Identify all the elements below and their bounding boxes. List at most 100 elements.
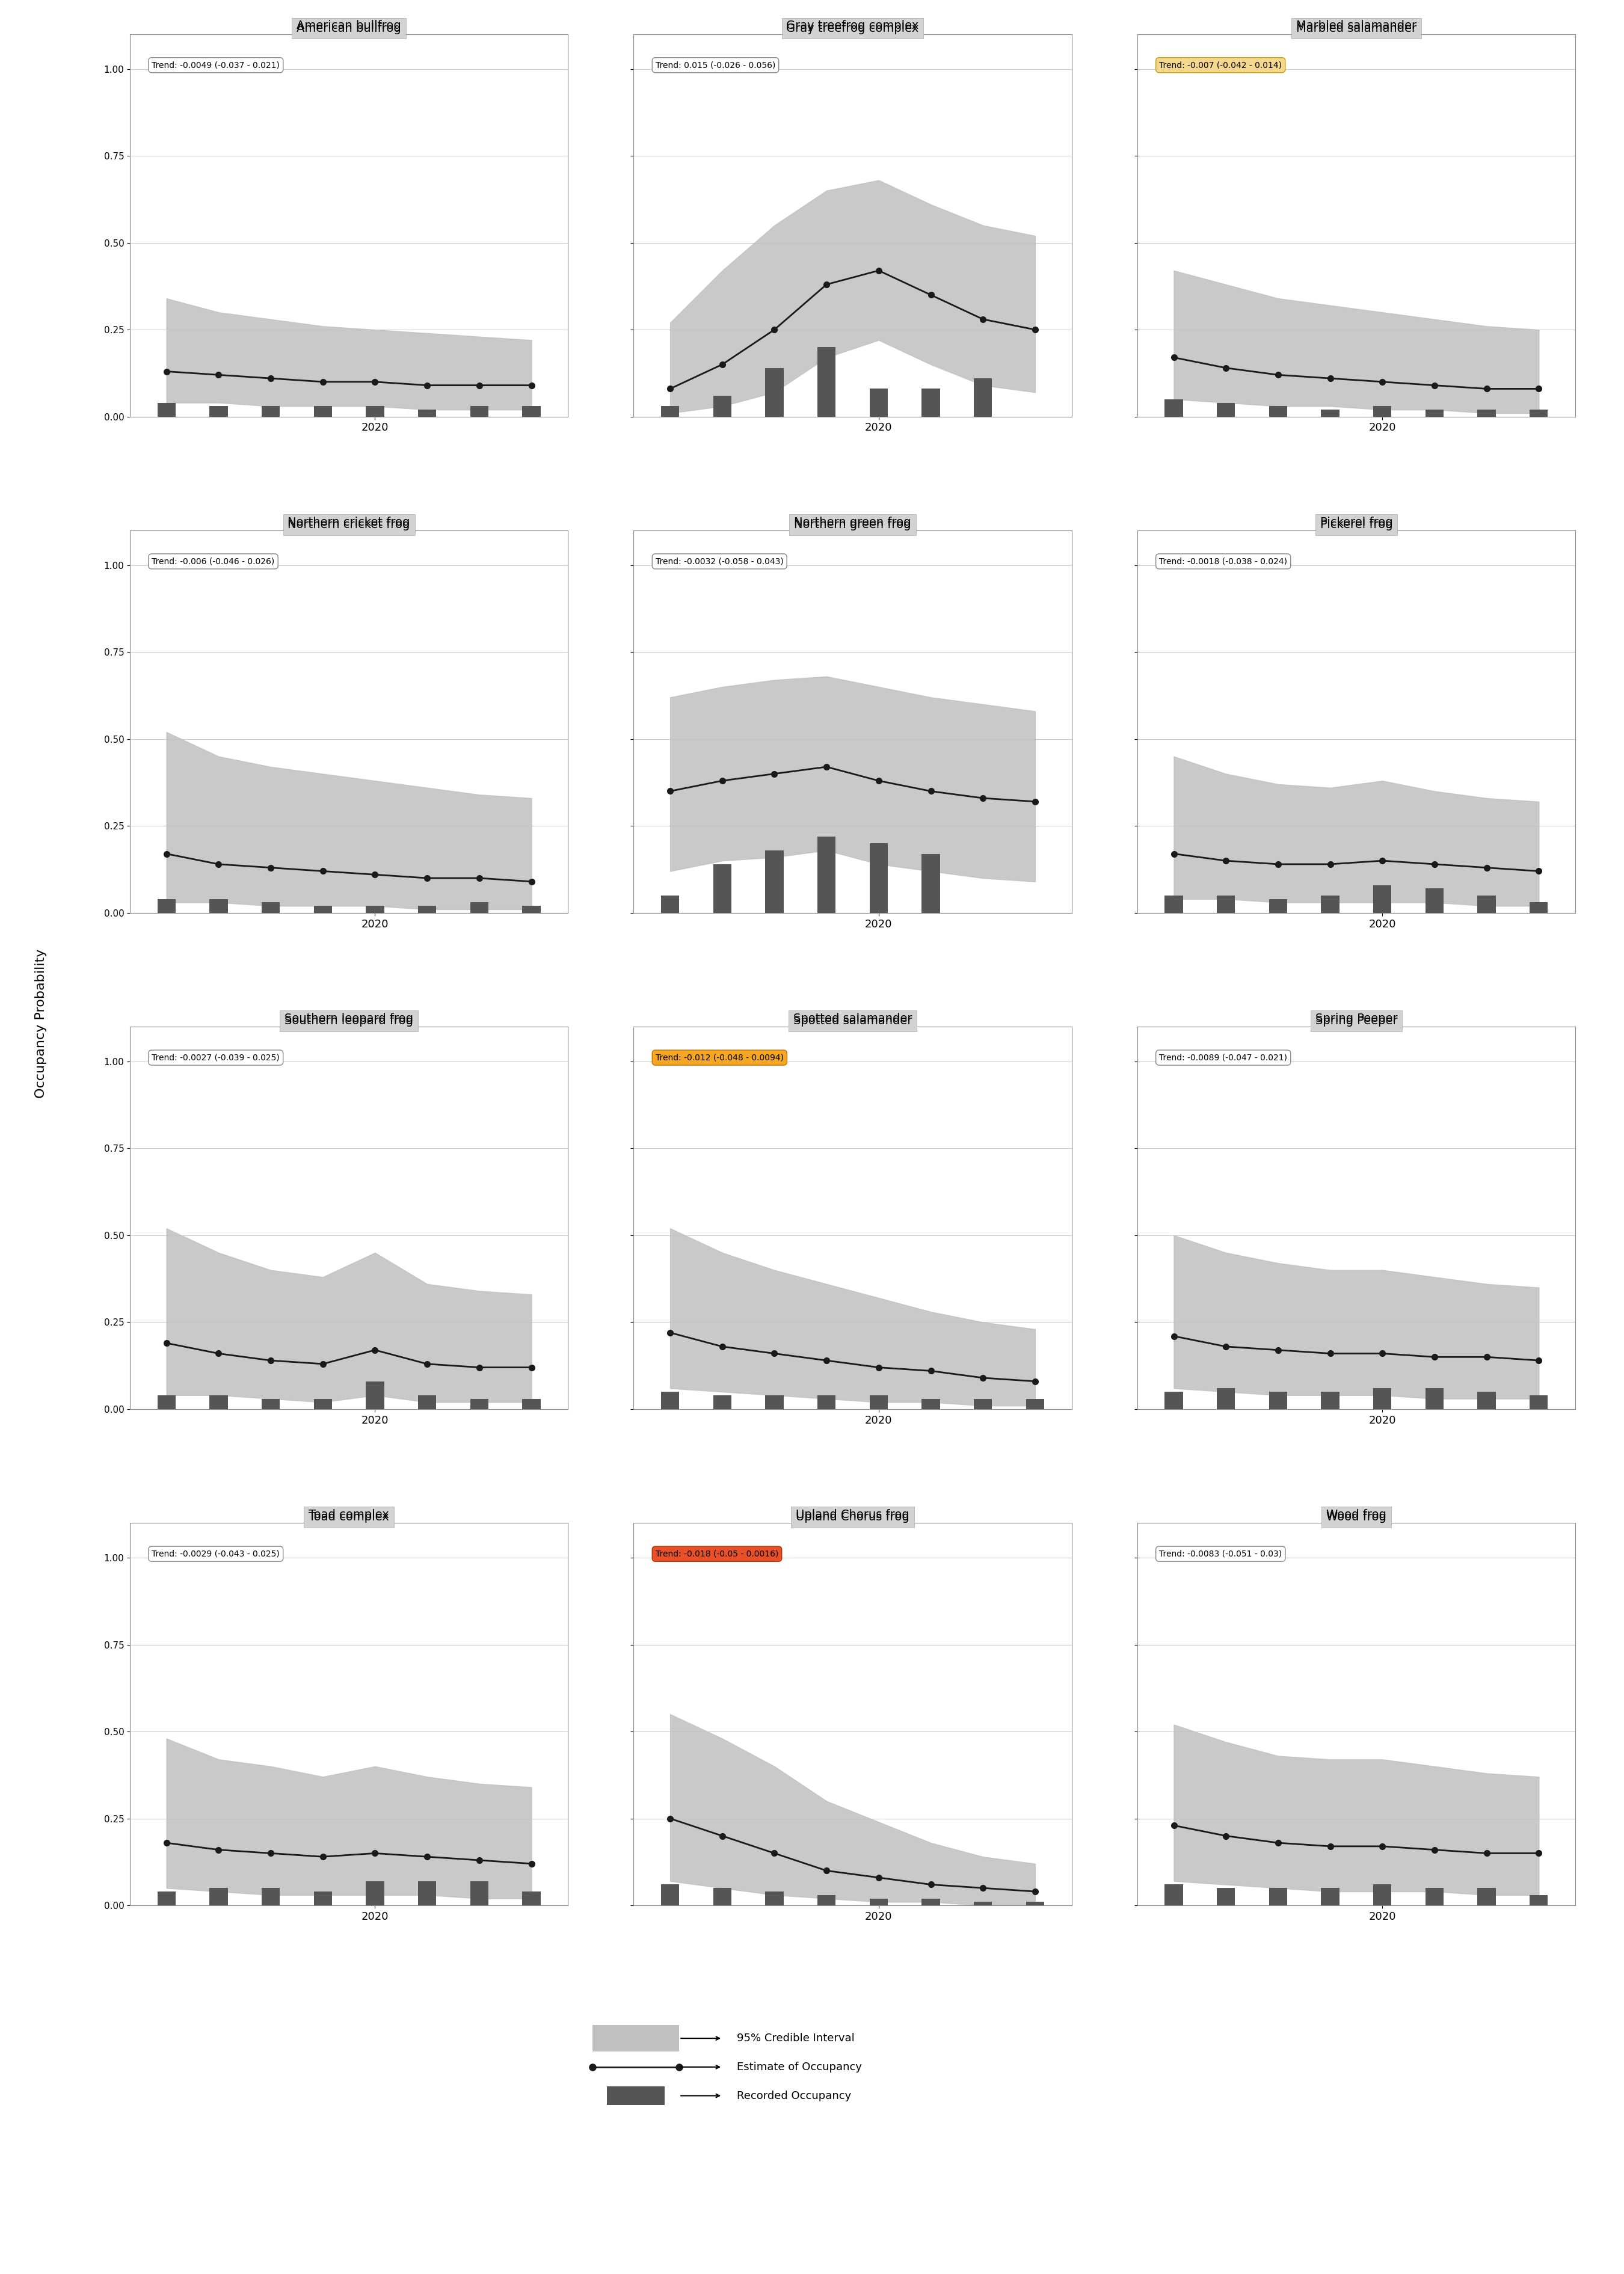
Bar	[765, 1892, 783, 1906]
Text: Marbled salamander: Marbled salamander	[1296, 23, 1416, 34]
Title: Upland Chorus frog: Upland Chorus frog	[796, 1510, 909, 1521]
Text: Trend: -0.007 (-0.042 - 0.014): Trend: -0.007 (-0.042 - 0.014)	[1160, 61, 1281, 68]
Bar	[1320, 1392, 1340, 1410]
Text: Upland Chorus frog: Upland Chorus frog	[796, 1512, 909, 1524]
Bar	[313, 905, 331, 912]
Bar	[1426, 409, 1444, 416]
Bar	[158, 898, 175, 912]
Bar	[417, 905, 437, 912]
Text: Northern green frog: Northern green frog	[794, 518, 911, 530]
Text: Trend: 0.015 (-0.026 - 0.056): Trend: 0.015 (-0.026 - 0.056)	[656, 61, 775, 68]
Bar	[1268, 1887, 1288, 1906]
Bar	[523, 905, 541, 912]
Text: Northern cricket frog: Northern cricket frog	[287, 518, 411, 530]
Bar	[817, 1396, 836, 1410]
Bar	[313, 1399, 331, 1410]
Bar	[417, 409, 437, 416]
Bar	[209, 1396, 227, 1410]
Bar	[974, 1901, 992, 1906]
Bar	[713, 396, 731, 416]
Bar	[869, 1899, 888, 1906]
Bar	[261, 1887, 279, 1906]
Text: Toad complex: Toad complex	[309, 1512, 390, 1524]
Bar	[922, 389, 940, 416]
Bar	[365, 407, 385, 416]
Bar	[869, 389, 888, 416]
Text: Spring Peeper: Spring Peeper	[1315, 1014, 1397, 1026]
Title: Spring Peeper: Spring Peeper	[1315, 1012, 1397, 1023]
Text: Estimate of Occupancy: Estimate of Occupancy	[737, 2063, 862, 2072]
Title: Northern green frog: Northern green frog	[794, 516, 911, 528]
Text: Trend: -0.0083 (-0.051 - 0.03): Trend: -0.0083 (-0.051 - 0.03)	[1160, 1549, 1281, 1558]
Bar	[1268, 898, 1288, 912]
Bar	[1426, 889, 1444, 912]
FancyBboxPatch shape	[593, 2024, 679, 2051]
Bar	[209, 1887, 227, 1906]
Text: Occupancy Probability: Occupancy Probability	[34, 948, 47, 1098]
Bar	[469, 1881, 489, 1906]
Bar	[974, 1399, 992, 1410]
Bar	[1164, 1392, 1182, 1410]
Text: Trend: -0.0027 (-0.039 - 0.025): Trend: -0.0027 (-0.039 - 0.025)	[151, 1053, 279, 1062]
Bar	[158, 402, 175, 416]
Bar	[869, 844, 888, 912]
Bar	[1530, 1396, 1548, 1410]
Bar	[1320, 1887, 1340, 1906]
Bar	[417, 1881, 437, 1906]
Bar	[765, 850, 783, 912]
Bar	[469, 1399, 489, 1410]
Title: Pickerel frog: Pickerel frog	[1320, 516, 1392, 528]
Bar	[523, 407, 541, 416]
Bar	[158, 1396, 175, 1410]
Bar	[817, 348, 836, 416]
Bar	[1216, 1387, 1236, 1410]
Bar	[261, 1399, 279, 1410]
Bar	[765, 1396, 783, 1410]
FancyBboxPatch shape	[607, 2085, 664, 2106]
Bar	[713, 1396, 731, 1410]
Bar	[1478, 409, 1496, 416]
Bar	[365, 1881, 385, 1906]
Bar	[765, 368, 783, 416]
Text: Trend: -0.0029 (-0.043 - 0.025): Trend: -0.0029 (-0.043 - 0.025)	[151, 1549, 279, 1558]
Bar	[922, 1399, 940, 1410]
Bar	[1164, 400, 1182, 416]
Bar	[922, 853, 940, 912]
Bar	[817, 1894, 836, 1906]
Bar	[1374, 1885, 1392, 1906]
Text: American bullfrog: American bullfrog	[297, 23, 401, 34]
Text: Trend: -0.0018 (-0.038 - 0.024): Trend: -0.0018 (-0.038 - 0.024)	[1160, 557, 1288, 566]
Text: Trend: -0.0049 (-0.037 - 0.021): Trend: -0.0049 (-0.037 - 0.021)	[151, 61, 279, 68]
Title: Spotted salamander: Spotted salamander	[793, 1012, 913, 1023]
Bar	[661, 1885, 679, 1906]
Text: Trend: -0.012 (-0.048 - 0.0094): Trend: -0.012 (-0.048 - 0.0094)	[656, 1053, 784, 1062]
Bar	[1026, 1901, 1044, 1906]
Bar	[313, 1892, 331, 1906]
Bar	[1164, 896, 1182, 912]
Bar	[1530, 1894, 1548, 1906]
Bar	[1374, 1387, 1392, 1410]
Title: American bullfrog: American bullfrog	[297, 20, 401, 32]
Title: Marbled salamander: Marbled salamander	[1296, 20, 1416, 32]
Bar	[158, 1892, 175, 1906]
Text: Trend: -0.006 (-0.046 - 0.026): Trend: -0.006 (-0.046 - 0.026)	[151, 557, 274, 566]
Title: Southern leopard frog: Southern leopard frog	[284, 1012, 412, 1023]
Text: 95% Credible Interval: 95% Credible Interval	[737, 2033, 854, 2044]
Bar	[365, 1380, 385, 1410]
Text: Trend: -0.0032 (-0.058 - 0.043): Trend: -0.0032 (-0.058 - 0.043)	[656, 557, 783, 566]
Bar	[1164, 1885, 1182, 1906]
Bar	[713, 1887, 731, 1906]
Bar	[1478, 896, 1496, 912]
Bar	[469, 903, 489, 912]
Bar	[1426, 1887, 1444, 1906]
Bar	[261, 903, 279, 912]
Title: Northern cricket frog: Northern cricket frog	[287, 516, 411, 528]
Bar	[869, 1396, 888, 1410]
Text: Trend: -0.018 (-0.05 - 0.0016): Trend: -0.018 (-0.05 - 0.0016)	[656, 1549, 778, 1558]
Bar	[922, 1899, 940, 1906]
Bar	[261, 407, 279, 416]
Bar	[817, 837, 836, 912]
Bar	[713, 864, 731, 912]
Bar	[1374, 407, 1392, 416]
Bar	[1374, 885, 1392, 912]
